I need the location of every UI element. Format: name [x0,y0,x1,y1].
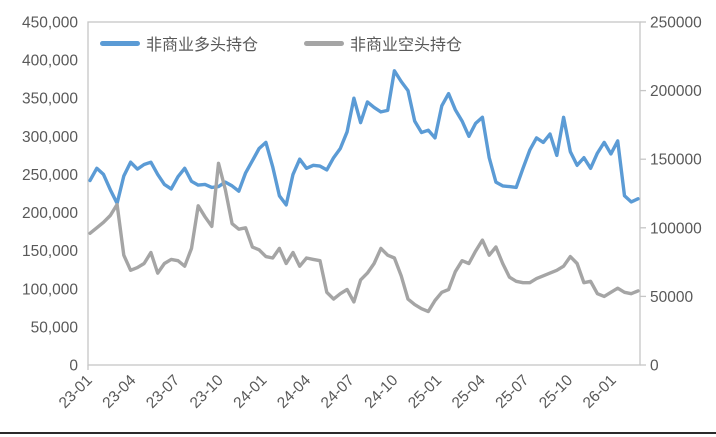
right-axis-tick-label: 250000 [650,15,702,32]
long-series-label: 非商业多头持仓 [146,37,259,54]
right-axis-tick-label: 50000 [650,289,693,306]
left-axis-tick-label: 50,000 [31,319,79,336]
left-axis-tick-label: 350,000 [22,91,78,108]
x-axis-tick-label: 24-04 [274,372,314,412]
chart-legend: 非商业多头持仓 非商业空头持仓 [100,31,462,55]
x-axis-tick-label: 23-04 [99,372,139,412]
x-axis-tick-label: 24-07 [318,372,358,412]
left-axis-tick-label: 150,000 [22,243,78,260]
left-axis-tick-label: 200,000 [22,205,78,222]
x-axis-tick-label: 25-10 [536,372,576,412]
legend-item-short: 非商业空头持仓 [304,31,462,55]
short-series-line [88,161,640,314]
x-axis-tick-label: 23-01 [56,372,96,412]
short-series-swatch-icon [304,40,345,46]
left-axis-tick-label: 0 [69,358,78,375]
left-axis-tick-label: 400,000 [22,53,78,70]
short-series-label: 非商业空头持仓 [350,37,463,54]
long-series-line [88,69,640,207]
right-axis-tick-label: 100000 [650,220,702,237]
page-bottom-rule [0,432,716,434]
left-axis-tick-label: 450,000 [22,15,78,32]
right-axis-tick-label: 150000 [650,152,702,169]
long-series-swatch-icon [100,40,140,46]
left-axis-tick-label: 250,000 [22,167,78,184]
x-axis-tick-label: 25-01 [405,372,445,412]
left-axis-tick-label: 300,000 [22,129,78,146]
x-axis-tick-label: 25-07 [492,372,532,412]
right-axis-tick-label: 0 [650,358,659,375]
x-axis-tick-label: 24-01 [230,372,270,412]
x-axis-tick-label: 24-10 [361,372,401,412]
x-axis-tick-label: 25-04 [449,372,489,412]
x-axis-tick-label: 23-10 [187,372,227,412]
x-axis-tick-label: 23-07 [143,372,183,412]
left-axis-tick-label: 100,000 [22,281,78,298]
x-axis-tick-label: 26-01 [580,372,620,412]
legend-item-long: 非商业多头持仓 [100,31,258,55]
right-axis-tick-label: 200000 [650,83,702,100]
plot-border [87,21,641,366]
